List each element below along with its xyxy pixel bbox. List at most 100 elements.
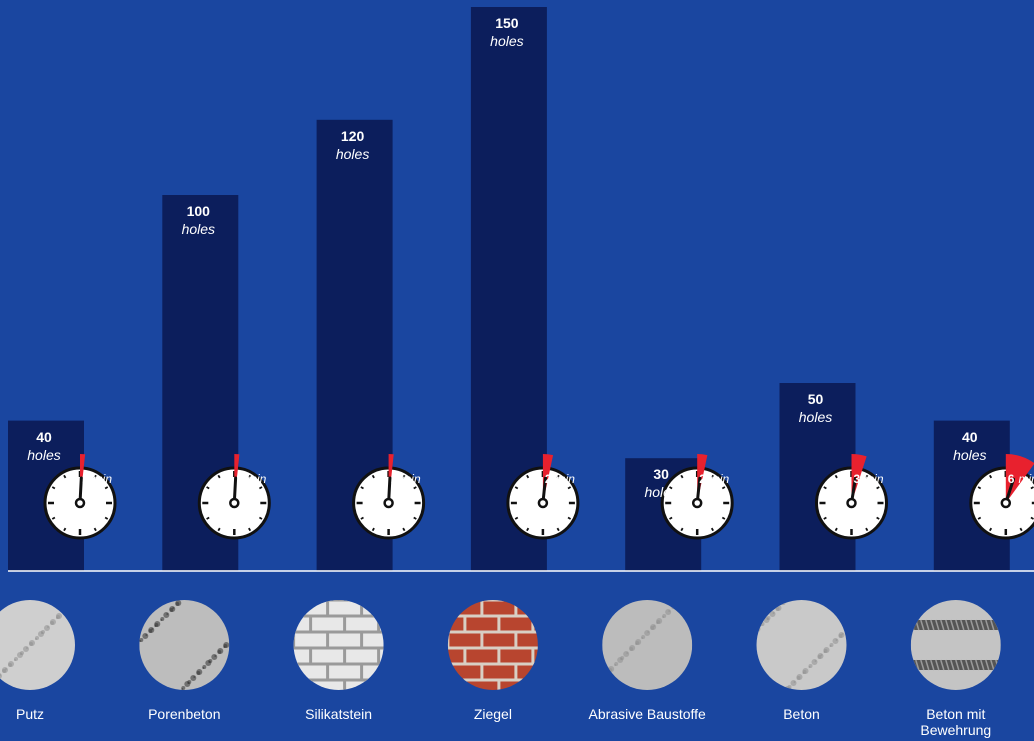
texture-speck — [68, 605, 70, 607]
texture-speck — [817, 655, 822, 659]
texture-speck — [71, 600, 75, 604]
rebar-rib — [975, 659, 980, 671]
stopwatch-tick — [258, 486, 263, 490]
stopwatch-tick — [567, 516, 572, 520]
texture-speck — [211, 654, 218, 660]
stopwatch-tick — [834, 527, 838, 532]
stopwatch-icon — [815, 454, 888, 540]
rebar-rib — [915, 659, 920, 671]
texture-speck — [838, 634, 843, 638]
texture-speck — [50, 621, 54, 625]
stopwatch-tick — [710, 474, 714, 479]
rebar-rib — [930, 659, 935, 671]
texture-speck — [205, 660, 212, 666]
time-value: 2 — [699, 472, 706, 486]
rebar-rib — [950, 659, 955, 671]
texture-speck — [0, 673, 2, 679]
texture-speck — [790, 680, 797, 686]
time-unit: min — [401, 472, 421, 486]
time-unit: min — [93, 472, 113, 486]
stopwatch-tick — [206, 516, 210, 520]
rebar-rib — [920, 619, 925, 631]
texture-speck — [760, 624, 763, 626]
texture-speck — [163, 612, 170, 618]
bar-value: 100 — [186, 203, 210, 219]
stopwatch-tick — [989, 527, 993, 532]
stopwatch-tick — [402, 474, 406, 479]
texture-speck — [142, 633, 149, 639]
category-label-line: Beton mit — [926, 706, 986, 722]
stopwatch-tick — [680, 527, 684, 532]
texture-speck — [44, 625, 50, 631]
rebar-rib — [935, 619, 940, 631]
texture-speck — [683, 685, 686, 687]
bar-value: 40 — [962, 428, 978, 445]
stopwatch-tick — [669, 516, 673, 520]
stopwatch-icon — [197, 454, 271, 540]
abrasive-material-texture-image — [602, 600, 693, 690]
bar-value-unit: holes — [181, 221, 216, 237]
texture-speck — [217, 650, 222, 654]
time-label: 1 min — [236, 472, 266, 486]
texture-speck — [674, 604, 677, 606]
stopwatch-center — [537, 497, 549, 509]
aerated-concrete-texture-image — [139, 600, 230, 690]
time-value: 6 — [1008, 472, 1015, 486]
texture-speck — [686, 678, 693, 684]
stopwatch-icon — [969, 454, 1034, 540]
time-label: 2 min — [545, 472, 575, 486]
bar-value-unit: holes — [335, 145, 370, 162]
texture-speck — [763, 617, 770, 623]
texture-speck — [656, 622, 659, 624]
rebar-rib — [910, 659, 915, 671]
texture-speck — [181, 688, 184, 690]
plaster-texture-image — [0, 600, 75, 690]
stopwatch-tick — [371, 527, 375, 532]
stopwatch-icon — [43, 454, 117, 540]
stopwatch-tick — [526, 474, 530, 479]
time-value: 1 — [82, 472, 89, 486]
texture-speck — [148, 629, 153, 633]
texture-speck — [8, 663, 12, 667]
time-value: 2 — [545, 472, 552, 486]
stopwatch-tick — [865, 527, 869, 532]
stopwatch-tick — [823, 486, 827, 490]
bar-value-label: 40 holes — [942, 428, 998, 464]
stopwatch-tick — [526, 527, 530, 532]
time-label: 3 min — [854, 472, 884, 486]
texture-speck — [139, 640, 142, 642]
bar-value-label: 150 holes — [479, 14, 535, 50]
category-label-line: Abrasive Baustoffe — [588, 706, 706, 722]
texture-speck — [796, 676, 801, 680]
texture-speck — [662, 616, 665, 618]
stopwatch-center — [229, 497, 240, 509]
texture-speck — [829, 645, 832, 647]
time-unit: min — [864, 472, 884, 486]
rebar — [910, 660, 1001, 670]
stopwatch-tick — [258, 516, 263, 520]
texture-speck — [677, 600, 684, 603]
texture-speck — [62, 611, 64, 613]
stopwatch-icon — [506, 453, 580, 540]
stopwatch-tick — [721, 516, 726, 520]
stopwatch-tick — [206, 486, 210, 490]
rebar-rib — [985, 619, 990, 631]
texture-speck — [623, 651, 630, 657]
stopwatch-elapsed-wedge — [1005, 454, 1034, 503]
texture-speck — [65, 604, 71, 610]
texture-speck — [14, 659, 16, 661]
rebar-rib — [960, 659, 965, 671]
reinforced-concrete-texture-image — [910, 600, 1001, 690]
stopwatch-tick — [413, 516, 417, 520]
rebar-rib — [955, 619, 960, 631]
texture-speck — [608, 668, 613, 672]
stopwatch-tick — [977, 516, 982, 520]
material-base — [910, 600, 1001, 690]
rebar-rib — [990, 619, 995, 631]
texture-speck — [775, 607, 780, 611]
time-label: 2 min — [699, 472, 729, 486]
rebar-rib — [935, 659, 940, 671]
rebar-rib — [955, 659, 960, 671]
texture-speck — [689, 679, 692, 681]
